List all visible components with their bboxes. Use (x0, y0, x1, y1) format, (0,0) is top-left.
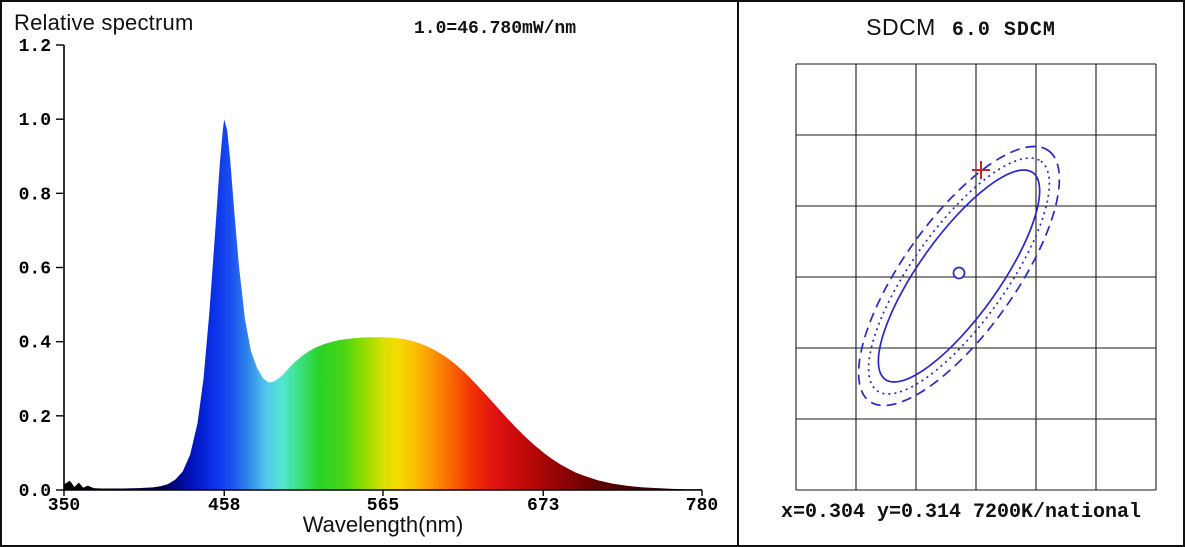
y-tick-label: 1.0 (19, 111, 51, 131)
sdcm-chart (795, 63, 1157, 491)
spectrum-panel: 0.0 0.2 0.4 0.6 0.8 1.0 1.2 350 458 565 673 780 Rel… (2, 2, 739, 545)
x-tick-label: 673 (527, 496, 559, 516)
y-tick-label: 0.0 (19, 482, 51, 502)
wavelength-axis-label: Wavelength(nm) (302, 512, 464, 537)
spectrum-chart: 0.0 0.2 0.4 0.6 0.8 1.0 1.2 350 458 565 673 780 (19, 37, 719, 516)
sdcm-title-label: SDCM (866, 14, 936, 40)
sdcm-title-value: 6.0 SDCM (951, 19, 1056, 42)
spectrum-scale-note: 1.0=46.780mW/nm (414, 19, 577, 39)
sdcm-ellipse-dotted (867, 157, 1051, 395)
y-tick-label: 0.6 (19, 260, 51, 280)
x-tick-label: 565 (367, 496, 399, 516)
sdcm-ellipse-dashed (857, 145, 1061, 407)
center-point-marker (952, 266, 966, 280)
chromaticity-readout: x=0.304 y=0.314 7200K/national (780, 501, 1142, 524)
y-tick-label: 1.2 (19, 37, 51, 57)
y-tick-label: 0.8 (19, 185, 51, 205)
y-tick-label: 0.4 (19, 334, 52, 354)
sdcm-panel: SDCM 6.0 SDCM x=0.304 y=0.314 7200K/nati… (739, 2, 1183, 545)
spectrum-area (64, 119, 702, 490)
x-tick-label: 350 (48, 496, 80, 516)
sdcm-ellipse-solid (877, 169, 1041, 383)
x-tick-label: 780 (686, 496, 718, 516)
spectrum-title: Relative spectrum (14, 10, 194, 35)
x-tick-label: 458 (208, 496, 240, 516)
y-tick-label: 0.2 (19, 408, 51, 428)
sdcm-title: SDCM 6.0 SDCM (739, 14, 1183, 42)
